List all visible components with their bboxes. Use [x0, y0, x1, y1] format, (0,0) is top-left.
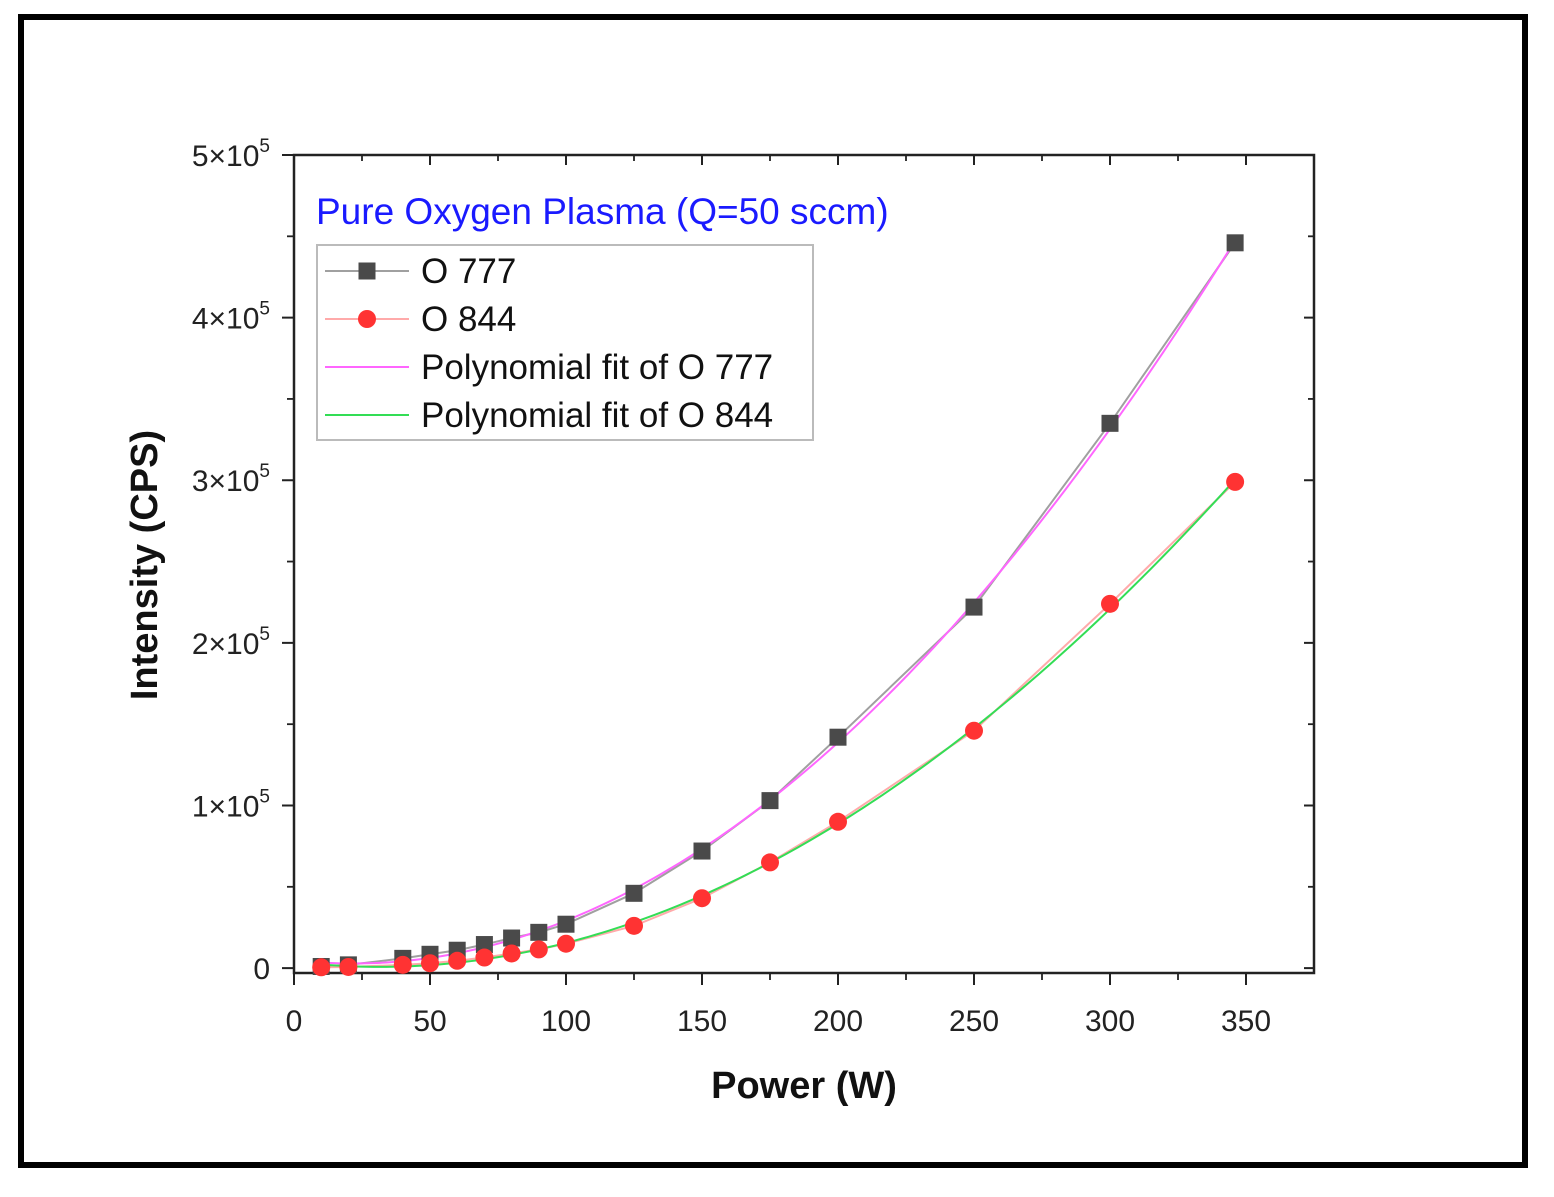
data-point-o844	[339, 957, 358, 976]
chart-annotation: Pure Oxygen Plasma (Q=50 sccm)	[316, 191, 889, 232]
series-line-0	[321, 242, 1236, 968]
x-tick-label: 150	[677, 1005, 727, 1038]
y-tick-label: 1×105	[192, 786, 270, 823]
data-point-o777	[693, 842, 711, 860]
y-tick-label: 4×105	[192, 299, 270, 336]
y-tick-label: 0	[253, 953, 270, 986]
data-point-o844	[829, 812, 847, 831]
data-point-o777	[557, 915, 575, 933]
series-line-1	[321, 481, 1236, 969]
data-point-o777	[530, 923, 548, 941]
x-axis-title: Power (W)	[711, 1065, 897, 1107]
data-point-o844	[625, 916, 643, 935]
legend-label-o777: O 777	[421, 252, 516, 291]
x-tick-label: 50	[413, 1005, 446, 1038]
legend-label-fit-o844: Polynomial fit of O 844	[421, 396, 773, 435]
plot-area	[292, 153, 1316, 975]
legend-marker-circle	[358, 310, 376, 328]
x-tick-label: 200	[813, 1005, 863, 1038]
data-point-o844	[693, 889, 711, 908]
figure-frame	[18, 14, 1528, 1168]
data-point-o777	[503, 929, 521, 947]
data-point-o844	[502, 944, 521, 963]
data-point-o844	[393, 955, 412, 974]
y-tick-label: 3×105	[192, 461, 270, 498]
x-tick-label: 350	[1221, 1005, 1271, 1038]
y-axis-title: Intensity (CPS)	[124, 430, 166, 700]
x-tick-label: 250	[949, 1005, 999, 1038]
data-point-o777	[829, 728, 847, 746]
data-point-o777	[1226, 234, 1244, 252]
legend-label-o844: O 844	[421, 300, 516, 339]
data-point-o844	[557, 934, 575, 953]
x-tick-label: 0	[286, 1005, 303, 1038]
data-point-o777	[475, 936, 493, 954]
data-point-o844	[761, 853, 779, 872]
data-point-o844	[1226, 472, 1245, 491]
data-point-o844	[312, 958, 331, 977]
data-point-o777	[625, 884, 643, 902]
data-point-o844	[475, 948, 494, 967]
data-point-o844	[1101, 594, 1119, 613]
x-tick-label: 300	[1085, 1005, 1135, 1038]
data-point-o777	[1101, 414, 1119, 432]
data-point-o777	[761, 792, 779, 810]
legend: O 777 O 844 Polynomial fit of O 777 Poly…	[316, 244, 814, 441]
data-point-o844	[421, 954, 439, 973]
y-tick-label: 5×105	[192, 136, 270, 173]
data-point-o844	[965, 721, 983, 740]
data-point-o777	[965, 598, 983, 616]
x-tick-label: 100	[541, 1005, 591, 1038]
legend-box	[316, 244, 814, 441]
data-point-o844	[448, 951, 467, 970]
y-tick-label: 2×105	[192, 624, 270, 661]
legend-marker-square	[358, 262, 376, 280]
legend-label-fit-o777: Polynomial fit of O 777	[421, 348, 773, 387]
data-point-o844	[529, 940, 548, 959]
fit-curve-3	[321, 478, 1236, 968]
